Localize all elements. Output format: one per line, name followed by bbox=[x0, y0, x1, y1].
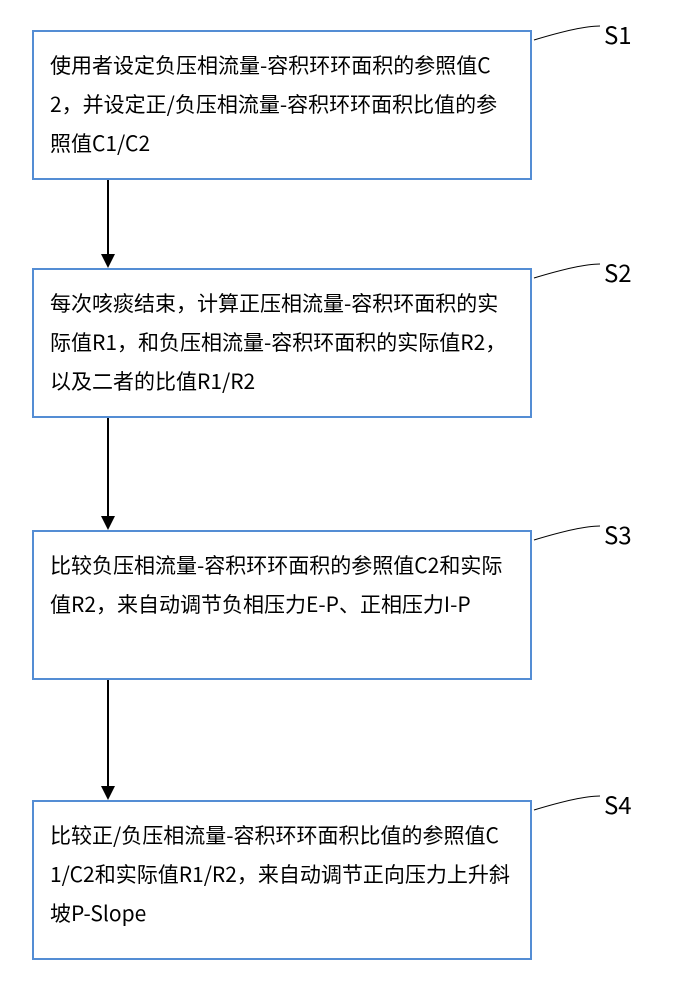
flowchart-canvas: 使用者设定负压相流量-容积环环面积的参照值C2，并设定正/负压相流量-容积环环面… bbox=[0, 0, 675, 1000]
flow-arrow-3 bbox=[0, 0, 675, 1000]
